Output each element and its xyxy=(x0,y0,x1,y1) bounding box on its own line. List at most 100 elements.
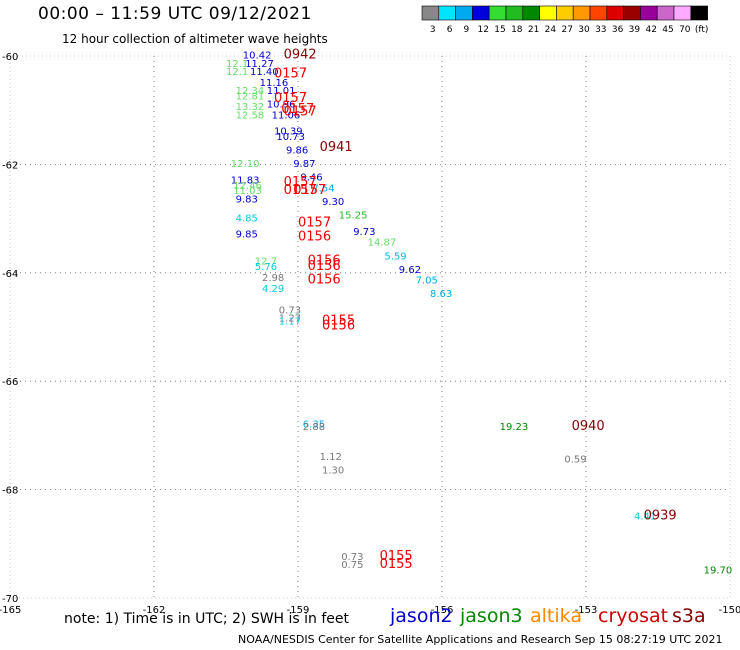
wave-height-value: 9.30 xyxy=(322,197,344,208)
scale-swatch xyxy=(690,5,708,21)
wave-height-value: 9.46 xyxy=(300,173,322,184)
scale-label: 33 xyxy=(595,25,606,35)
wave-height-value: 2.98 xyxy=(262,273,284,284)
wave-height-value: 9.62 xyxy=(399,265,421,276)
pass-time-label: 0156 xyxy=(322,319,355,334)
wave-height-value: 11.01 xyxy=(267,86,296,97)
wave-height-value: 5.59 xyxy=(384,251,406,262)
pass-time-label: 0157 xyxy=(284,105,317,120)
wave-height-value: 14.87 xyxy=(368,238,397,249)
scale-label: 9 xyxy=(464,25,470,35)
wave-height-value: 11.83 xyxy=(231,175,260,186)
scale-label: 30 xyxy=(578,25,590,35)
wave-height-value: 2.88 xyxy=(303,422,325,433)
wave-height-value: 11.27 xyxy=(245,59,274,70)
lon-tick-label: -153 xyxy=(575,605,598,616)
scale-label: 18 xyxy=(511,25,523,35)
pass-time-label: 0940 xyxy=(572,419,605,434)
pass-time-label: 0942 xyxy=(284,48,317,63)
wave-height-value: 0.75 xyxy=(341,560,363,571)
lon-tick-label: -165 xyxy=(0,605,21,616)
lat-tick-label: -70 xyxy=(2,594,18,605)
wave-height-value: 4.41 xyxy=(634,511,656,522)
lon-tick-label: -156 xyxy=(431,605,454,616)
wave-height-value: 8.63 xyxy=(430,289,452,300)
lat-tick-label: -64 xyxy=(2,269,18,280)
footnote: note: 1) Time is in UTC; 2) SWH is in fe… xyxy=(64,611,350,627)
wave-height-value: 12.58 xyxy=(236,110,265,121)
lon-tick-label: -159 xyxy=(287,605,310,616)
wave-height-value: 15.25 xyxy=(339,211,368,222)
wave-height-value: 4.85 xyxy=(236,213,258,224)
mission-cryosat: cryosat xyxy=(598,605,669,627)
scale-label: 27 xyxy=(561,25,572,35)
wave-height-value: 11.03 xyxy=(233,186,262,197)
lat-tick-label: -62 xyxy=(2,160,18,171)
mission-jason3: jason3 xyxy=(460,605,523,627)
scale-label: 12 xyxy=(477,25,488,35)
scale-label: 70 xyxy=(679,25,691,35)
plot-frame xyxy=(9,55,731,599)
pass-time-label: 0157 xyxy=(298,216,331,231)
lon-tick-label: -150 xyxy=(719,605,740,616)
pass-time-label: 0156 xyxy=(298,229,331,244)
scale-label: (ft) xyxy=(695,25,709,35)
lon-tick-label: -162 xyxy=(143,605,166,616)
wave-height-value: 12.10 xyxy=(231,159,260,170)
wave-height-value: 9.83 xyxy=(236,194,258,205)
pass-time-label: 0155 xyxy=(322,313,355,328)
scale-label: 21 xyxy=(528,25,539,35)
mission-jason2: jason2 xyxy=(390,605,453,627)
wave-height-value: 10.96 xyxy=(267,99,296,110)
wave-height-value: 11.16 xyxy=(260,78,289,89)
scale-label: 15 xyxy=(494,25,505,35)
pass-time-label: 0157 xyxy=(293,183,326,198)
wave-height-value: 9.85 xyxy=(236,230,258,241)
wave-height-value: 12.1 xyxy=(226,59,248,70)
pass-time-label: 0155 xyxy=(380,549,413,564)
scale-label: 42 xyxy=(645,25,656,35)
wave-height-value: 6.35 xyxy=(303,419,325,430)
lat-tick-label: -68 xyxy=(2,486,18,497)
wave-height-value: 7.54 xyxy=(312,184,334,195)
wave-height-value: 19.23 xyxy=(500,422,529,433)
mission-altika: altika xyxy=(530,605,582,627)
scale-label: 6 xyxy=(447,25,453,35)
pass-time-label: 0941 xyxy=(320,140,353,155)
wave-height-value: 9.73 xyxy=(353,227,375,238)
wave-height-value: 13.32 xyxy=(236,102,265,113)
wave-height-value: 10.73 xyxy=(276,132,305,143)
wave-height-value: 12.81 xyxy=(236,91,265,102)
wave-height-value: 10.42 xyxy=(243,51,272,62)
pass-time-label: 0939 xyxy=(644,508,677,523)
scale-label: 24 xyxy=(545,25,557,35)
pass-time-label: 0156 xyxy=(308,254,341,269)
wave-height-value: 12.46 xyxy=(233,181,262,192)
pass-time-label: 0157 xyxy=(274,67,307,82)
wave-height-value: 1.12 xyxy=(320,452,342,463)
pass-time-label: 0157 xyxy=(281,102,314,117)
scale-label: 45 xyxy=(662,25,673,35)
wave-height-value: 12.1 xyxy=(226,67,248,78)
pass-time-label: 0156 xyxy=(308,273,341,288)
scale-label: 39 xyxy=(629,25,641,35)
wave-height-value: 9.86 xyxy=(286,146,308,157)
wave-height-value: 5.76 xyxy=(255,262,277,273)
pass-time-label: 0157 xyxy=(284,175,317,190)
pass-time-label: 0157 xyxy=(274,91,307,106)
map-plot-area: -165 -162 -159 -156 -153 -150 -60 -62 -64 -66 -68 -… xyxy=(0,48,740,616)
wave-height-value: 1.30 xyxy=(322,465,344,476)
pass-time-label: 0156 xyxy=(308,259,341,274)
wave-height-value: 19.70 xyxy=(704,566,733,577)
wave-height-value: 7.05 xyxy=(416,276,438,287)
map-title: 00:00 – 11:59 UTC 09/12/2021 xyxy=(38,4,312,24)
wave-height-value: 10.39 xyxy=(274,127,303,138)
wave-height-value: 0.73 xyxy=(341,552,363,563)
scale-label: 36 xyxy=(612,25,624,35)
color-scale-legend: 3 6 9 12 15 18 21 24 27 30 33 36 39 42 45 70 (ft) xyxy=(421,5,709,35)
map-subtitle: 12 hour collection of altimeter wave hei… xyxy=(62,32,328,46)
lat-tick-label: -66 xyxy=(2,377,18,388)
mission-s3a: s3a xyxy=(672,605,706,627)
wave-height-value: 0.59 xyxy=(564,455,586,466)
